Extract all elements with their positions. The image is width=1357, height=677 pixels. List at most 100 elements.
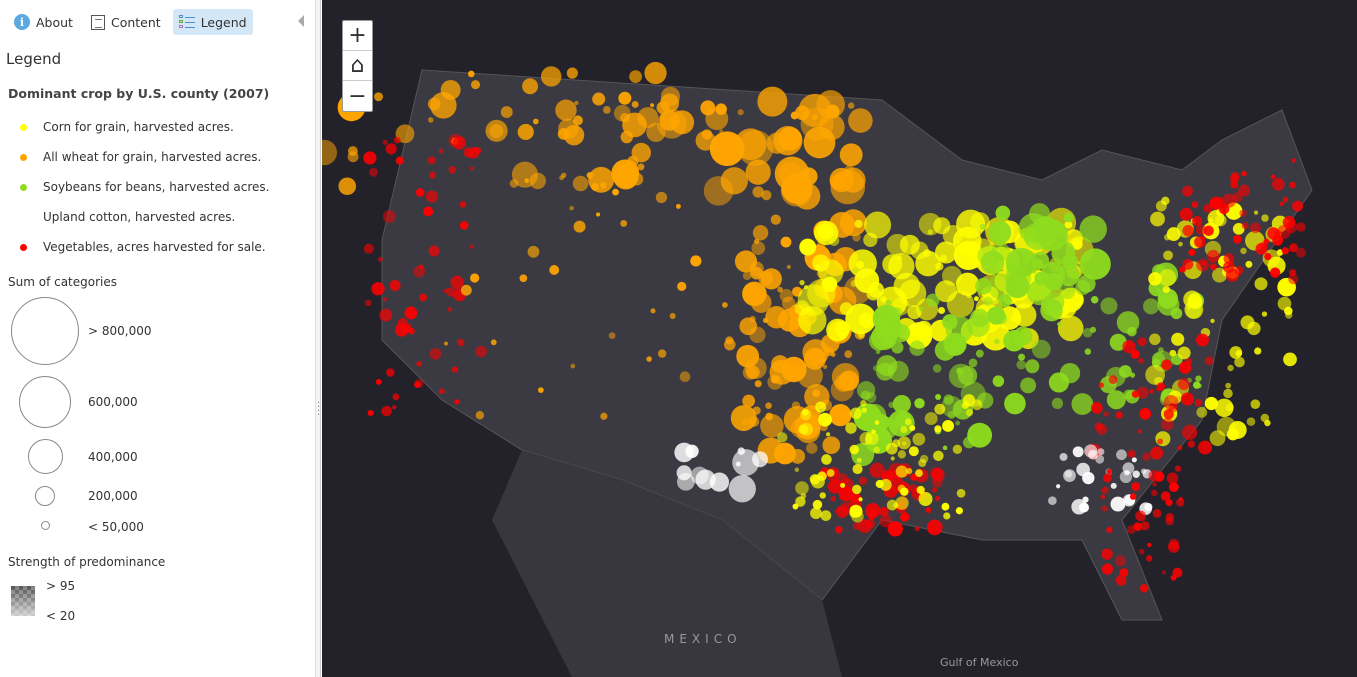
county-symbol[interactable]	[929, 527, 934, 532]
county-symbol[interactable]	[620, 130, 634, 144]
county-symbol[interactable]	[952, 444, 963, 455]
county-symbol[interactable]	[955, 272, 980, 296]
county-symbol[interactable]	[927, 229, 933, 235]
county-symbol[interactable]	[1020, 377, 1037, 394]
county-symbol[interactable]	[1233, 234, 1242, 244]
county-symbol[interactable]	[1155, 200, 1167, 212]
collapse-panel-button[interactable]	[298, 15, 304, 27]
county-symbol[interactable]	[1147, 542, 1152, 548]
county-symbol[interactable]	[450, 275, 464, 289]
county-symbol[interactable]	[1136, 386, 1149, 399]
zoom-in-button[interactable]: +	[343, 21, 372, 51]
county-symbol[interactable]	[1188, 248, 1196, 256]
county-symbol[interactable]	[956, 289, 961, 294]
county-symbol[interactable]	[888, 401, 895, 408]
county-symbol[interactable]	[770, 375, 780, 384]
county-symbol[interactable]	[914, 526, 920, 532]
county-symbol[interactable]	[1296, 222, 1306, 232]
county-symbol[interactable]	[438, 148, 444, 154]
county-symbol[interactable]	[674, 442, 694, 463]
county-symbol[interactable]	[670, 110, 695, 135]
county-symbol[interactable]	[1101, 486, 1109, 494]
county-symbol[interactable]	[574, 100, 579, 106]
county-symbol[interactable]	[1204, 396, 1218, 411]
county-symbol[interactable]	[456, 338, 465, 347]
county-symbol[interactable]	[395, 124, 415, 144]
county-symbol[interactable]	[875, 349, 881, 355]
county-symbol[interactable]	[900, 487, 909, 496]
county-symbol[interactable]	[935, 495, 941, 501]
county-symbol[interactable]	[946, 290, 975, 318]
county-symbol[interactable]	[363, 243, 374, 254]
county-symbol[interactable]	[909, 340, 925, 356]
county-symbol[interactable]	[849, 504, 863, 518]
county-symbol[interactable]	[856, 457, 862, 463]
county-symbol[interactable]	[1178, 241, 1183, 247]
county-symbol[interactable]	[819, 492, 826, 499]
county-symbol[interactable]	[797, 362, 823, 389]
county-symbol[interactable]	[865, 518, 876, 529]
county-symbol[interactable]	[644, 61, 667, 85]
county-symbol[interactable]	[882, 254, 903, 275]
county-symbol[interactable]	[379, 308, 393, 322]
county-symbol[interactable]	[873, 446, 880, 453]
county-symbol[interactable]	[1143, 298, 1160, 315]
county-symbol[interactable]	[791, 401, 800, 410]
county-symbol[interactable]	[690, 255, 702, 267]
county-symbol[interactable]	[801, 408, 809, 416]
county-symbol[interactable]	[1177, 378, 1190, 391]
county-symbol[interactable]	[799, 422, 814, 436]
county-symbol[interactable]	[770, 214, 781, 225]
county-symbol[interactable]	[799, 279, 805, 286]
county-symbol[interactable]	[347, 146, 358, 156]
county-symbol[interactable]	[1098, 382, 1104, 388]
county-symbol[interactable]	[1138, 548, 1145, 555]
county-symbol[interactable]	[1016, 360, 1026, 370]
county-symbol[interactable]	[385, 143, 397, 155]
county-symbol[interactable]	[1234, 356, 1245, 368]
county-symbol[interactable]	[793, 182, 821, 210]
county-symbol[interactable]	[1241, 170, 1247, 177]
county-symbol[interactable]	[812, 499, 823, 510]
county-symbol[interactable]	[1191, 201, 1199, 209]
county-symbol[interactable]	[932, 364, 942, 373]
county-symbol[interactable]	[835, 526, 843, 534]
county-symbol[interactable]	[933, 450, 944, 462]
county-symbol[interactable]	[1135, 510, 1146, 522]
county-symbol[interactable]	[1072, 446, 1084, 458]
county-symbol[interactable]	[382, 297, 387, 302]
county-symbol[interactable]	[1210, 318, 1215, 324]
county-symbol[interactable]	[934, 425, 942, 433]
county-symbol[interactable]	[902, 441, 907, 446]
county-symbol[interactable]	[408, 327, 415, 335]
county-symbol[interactable]	[469, 166, 475, 171]
county-symbol[interactable]	[942, 314, 958, 330]
county-symbol[interactable]	[1101, 563, 1114, 575]
county-symbol[interactable]	[777, 432, 788, 443]
county-symbol[interactable]	[1138, 357, 1144, 364]
county-symbol[interactable]	[1184, 300, 1204, 320]
county-symbol[interactable]	[935, 394, 942, 400]
county-symbol[interactable]	[924, 412, 938, 426]
county-symbol[interactable]	[1118, 365, 1132, 378]
county-symbol[interactable]	[904, 418, 912, 426]
county-symbol[interactable]	[537, 387, 544, 393]
county-symbol[interactable]	[368, 167, 378, 177]
county-symbol[interactable]	[1204, 356, 1214, 366]
county-symbol[interactable]	[322, 139, 338, 166]
county-symbol[interactable]	[1156, 382, 1166, 391]
county-symbol[interactable]	[1131, 457, 1137, 463]
county-symbol[interactable]	[427, 97, 441, 111]
county-symbol[interactable]	[1209, 263, 1217, 271]
county-symbol[interactable]	[991, 242, 1011, 262]
county-symbol[interactable]	[1270, 174, 1276, 179]
county-symbol[interactable]	[975, 277, 992, 295]
county-symbol[interactable]	[1230, 172, 1240, 181]
county-symbol[interactable]	[912, 432, 926, 446]
county-symbol[interactable]	[646, 122, 666, 143]
county-symbol[interactable]	[460, 284, 472, 296]
county-symbol[interactable]	[1150, 211, 1165, 227]
county-symbol[interactable]	[459, 201, 467, 208]
county-symbol[interactable]	[1163, 409, 1174, 420]
county-symbol[interactable]	[1137, 429, 1143, 434]
